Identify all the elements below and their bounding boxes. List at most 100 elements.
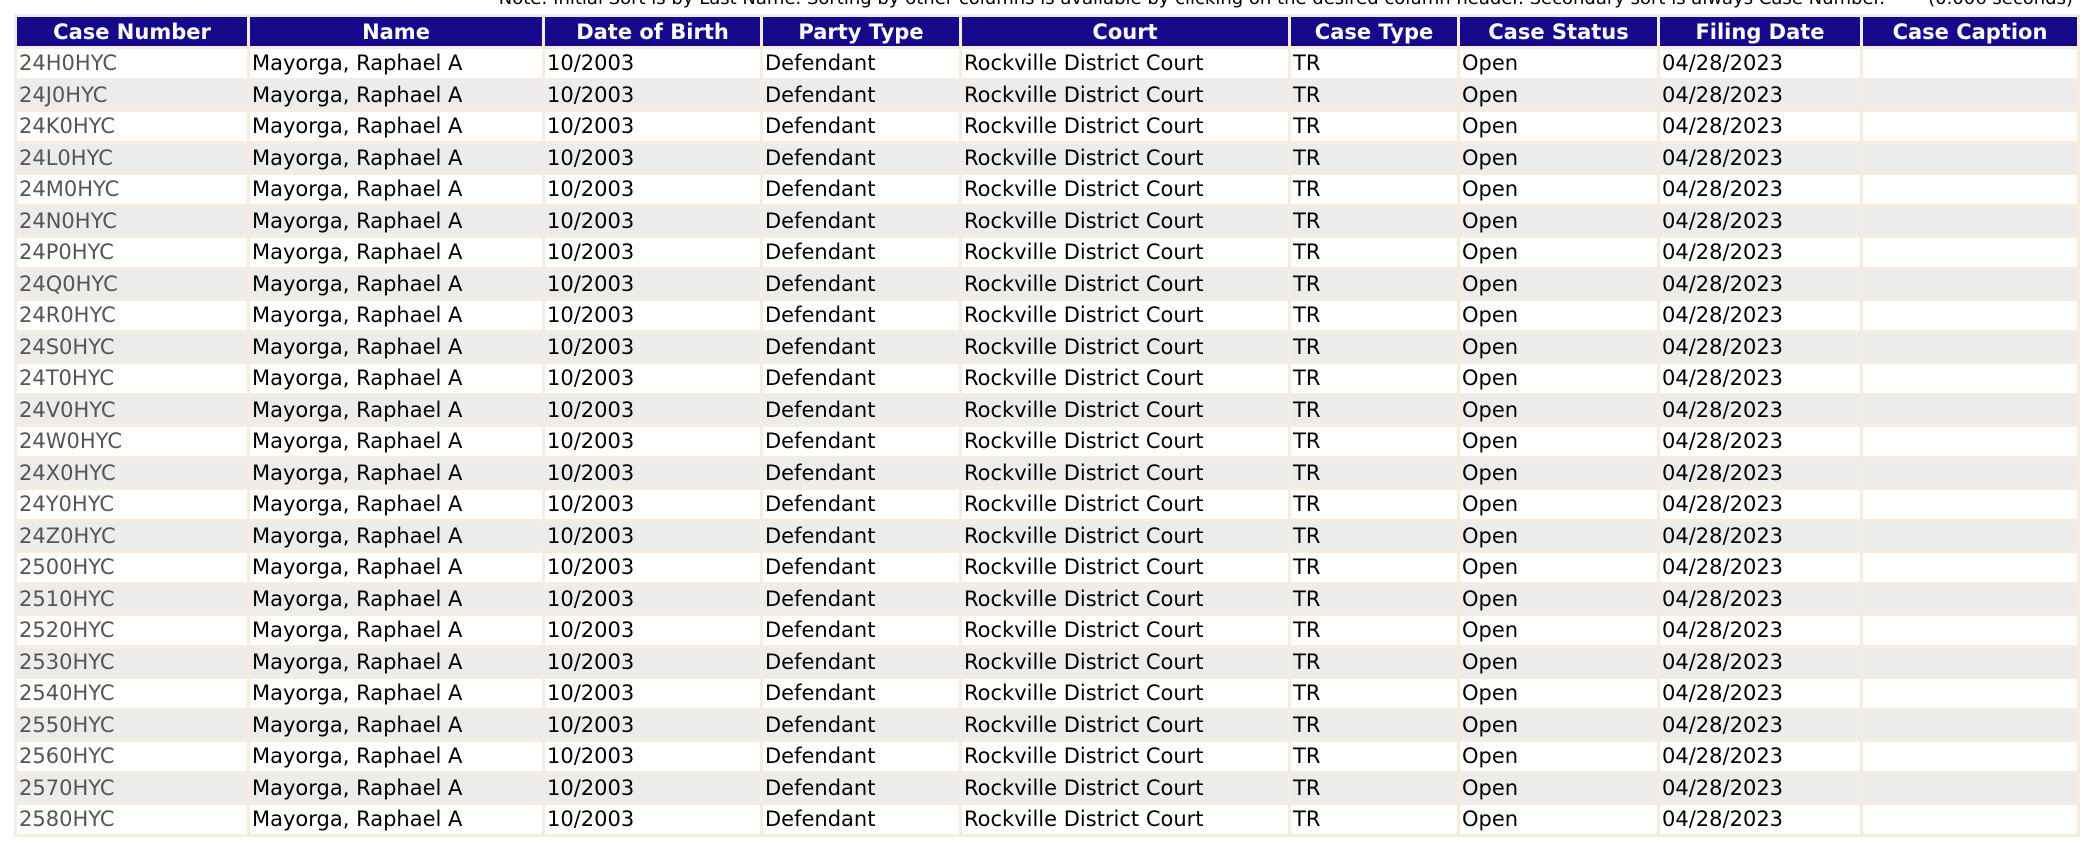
case-number-link[interactable]: 2500HYC — [17, 553, 247, 582]
case-number-link[interactable]: 24V0HYC — [17, 395, 247, 424]
case-number-link[interactable]: 2540HYC — [17, 679, 247, 708]
case-number-link[interactable]: 24J0HYC — [17, 80, 247, 109]
header-row: Case Number Name Date of Birth Party Type Co… — [17, 17, 2077, 46]
column-header[interactable]: Case Status — [1460, 17, 1657, 46]
cell — [1863, 773, 2077, 802]
sort-note: Note: Initial Sort is by Last Name. Sort… — [499, 0, 1885, 9]
cell: 04/28/2023 — [1660, 616, 1860, 645]
case-number-link[interactable]: 24R0HYC — [17, 301, 247, 330]
cell: Defendant — [763, 553, 959, 582]
result-row: 24J0HYC Mayorga, Raphael A 10/2003 Defendan… — [17, 80, 2077, 109]
cell: Defendant — [763, 112, 959, 141]
column-header[interactable]: Case Type — [1291, 17, 1457, 46]
cell: 10/2003 — [545, 80, 760, 109]
column-header[interactable]: Court — [962, 17, 1288, 46]
cell: Open — [1460, 805, 1657, 834]
cell: Mayorga, Raphael A — [250, 742, 542, 771]
cell: Mayorga, Raphael A — [250, 49, 542, 78]
column-header[interactable]: Filing Date — [1660, 17, 1860, 46]
cell: Rockville District Court — [962, 553, 1288, 582]
case-number-link[interactable]: 2550HYC — [17, 710, 247, 739]
cell: Defendant — [763, 458, 959, 487]
cell: Mayorga, Raphael A — [250, 269, 542, 298]
cell: Open — [1460, 175, 1657, 204]
cell — [1863, 238, 2077, 267]
cell: 10/2003 — [545, 521, 760, 550]
column-header[interactable]: Case Caption — [1863, 17, 2077, 46]
result-row: 24Z0HYC Mayorga, Raphael A 10/2003 Defendan… — [17, 521, 2077, 550]
cell: Mayorga, Raphael A — [250, 805, 542, 834]
case-number-link[interactable]: 24H0HYC — [17, 49, 247, 78]
cell: Mayorga, Raphael A — [250, 458, 542, 487]
cell: Mayorga, Raphael A — [250, 238, 542, 267]
cell: Defendant — [763, 616, 959, 645]
case-number-link[interactable]: 24P0HYC — [17, 238, 247, 267]
case-number-link[interactable]: 2570HYC — [17, 773, 247, 802]
cell: Mayorga, Raphael A — [250, 395, 542, 424]
cell: 10/2003 — [545, 773, 760, 802]
cell: TR — [1291, 490, 1457, 519]
case-number-link[interactable]: 24X0HYC — [17, 458, 247, 487]
result-row: 24W0HYC Mayorga, Raphael A 10/2003 Defendan… — [17, 427, 2077, 456]
column-header[interactable]: Date of Birth — [545, 17, 760, 46]
cell — [1863, 458, 2077, 487]
cell: TR — [1291, 427, 1457, 456]
result-row: 2560HYC Mayorga, Raphael A 10/2003 Defendan… — [17, 742, 2077, 771]
cell: Open — [1460, 206, 1657, 235]
cell: 04/28/2023 — [1660, 112, 1860, 141]
cell: Rockville District Court — [962, 490, 1288, 519]
cell — [1863, 490, 2077, 519]
cell: Mayorga, Raphael A — [250, 112, 542, 141]
case-number-link[interactable]: 2580HYC — [17, 805, 247, 834]
cell: Rockville District Court — [962, 364, 1288, 393]
case-number-link[interactable]: 2530HYC — [17, 647, 247, 676]
cell: Defendant — [763, 364, 959, 393]
cell: Mayorga, Raphael A — [250, 80, 542, 109]
cell: Mayorga, Raphael A — [250, 773, 542, 802]
result-row: 2500HYC Mayorga, Raphael A 10/2003 Defendan… — [17, 553, 2077, 582]
column-header[interactable]: Name — [250, 17, 542, 46]
case-number-link[interactable]: 24M0HYC — [17, 175, 247, 204]
cell: Mayorga, Raphael A — [250, 490, 542, 519]
cell: Mayorga, Raphael A — [250, 616, 542, 645]
cell: 10/2003 — [545, 490, 760, 519]
case-number-link[interactable]: 24K0HYC — [17, 112, 247, 141]
cell: Defendant — [763, 49, 959, 78]
case-number-link[interactable]: 24W0HYC — [17, 427, 247, 456]
case-number-link[interactable]: 24Q0HYC — [17, 269, 247, 298]
case-number-link[interactable]: 24T0HYC — [17, 364, 247, 393]
cell: Rockville District Court — [962, 395, 1288, 424]
cell — [1863, 553, 2077, 582]
cell: 04/28/2023 — [1660, 742, 1860, 771]
cell: Rockville District Court — [962, 269, 1288, 298]
cell: Defendant — [763, 584, 959, 613]
cell: Rockville District Court — [962, 458, 1288, 487]
cell: Mayorga, Raphael A — [250, 364, 542, 393]
case-number-link[interactable]: 2520HYC — [17, 616, 247, 645]
case-number-link[interactable]: 24L0HYC — [17, 143, 247, 172]
column-header[interactable]: Party Type — [763, 17, 959, 46]
cell: 10/2003 — [545, 364, 760, 393]
case-number-link[interactable]: 24S0HYC — [17, 332, 247, 361]
cell: Open — [1460, 710, 1657, 739]
cell: 10/2003 — [545, 458, 760, 487]
cell: Open — [1460, 427, 1657, 456]
cell: Mayorga, Raphael A — [250, 427, 542, 456]
case-number-link[interactable]: 24Y0HYC — [17, 490, 247, 519]
cell: Defendant — [763, 521, 959, 550]
column-header[interactable]: Case Number — [17, 17, 247, 46]
result-row: 24M0HYC Mayorga, Raphael A 10/2003 Defendan… — [17, 175, 2077, 204]
case-number-link[interactable]: 24N0HYC — [17, 206, 247, 235]
cell: Defendant — [763, 206, 959, 235]
cell: 04/28/2023 — [1660, 395, 1860, 424]
cell: Rockville District Court — [962, 647, 1288, 676]
case-number-link[interactable]: 2510HYC — [17, 584, 247, 613]
case-number-link[interactable]: 24Z0HYC — [17, 521, 247, 550]
result-row: 2570HYC Mayorga, Raphael A 10/2003 Defendan… — [17, 773, 2077, 802]
cell: 10/2003 — [545, 143, 760, 172]
case-number-link[interactable]: 2560HYC — [17, 742, 247, 771]
cell: Rockville District Court — [962, 742, 1288, 771]
cell: 04/28/2023 — [1660, 301, 1860, 330]
cell — [1863, 521, 2077, 550]
results-table: Case Number Name Date of Birth Party Type Co… — [14, 14, 2080, 837]
